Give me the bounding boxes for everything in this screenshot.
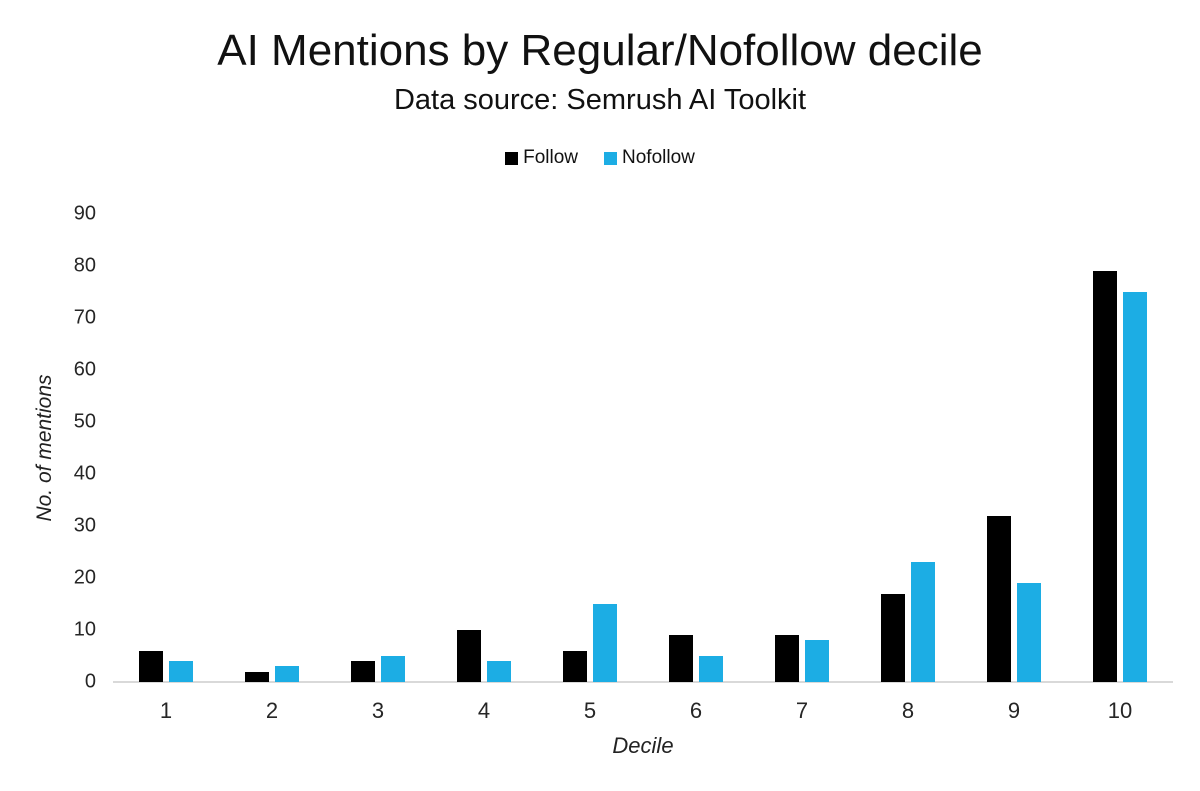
bar-nofollow-decile-1 — [169, 661, 193, 682]
x-axis-line — [113, 681, 1173, 683]
bar-nofollow-decile-6 — [699, 656, 723, 682]
y-tick-label-90: 90 — [73, 202, 96, 225]
bar-follow-decile-2 — [245, 671, 269, 682]
chart-subtitle: Data source: Semrush AI Toolkit — [393, 84, 807, 116]
x-tick-label-8: 8 — [901, 698, 915, 723]
y-tick-label-20: 20 — [73, 566, 96, 589]
legend-swatch-follow — [505, 151, 519, 165]
x-tick-label-1: 1 — [159, 698, 173, 723]
legend-label: Follow — [523, 147, 579, 168]
y-tick-label-0: 0 — [84, 670, 96, 693]
legend-swatch-nofollow — [604, 151, 618, 165]
y-tick-label-70: 70 — [73, 306, 96, 329]
bar-follow-decile-7 — [775, 635, 799, 682]
bar-follow-decile-6 — [669, 635, 693, 682]
x-tick-label-2: 2 — [265, 698, 279, 723]
legend-item-nofollow: Nofollow — [604, 147, 695, 169]
chart-title: AI Mentions by Regular/Nofollow decile — [217, 26, 983, 75]
bar-nofollow-decile-5 — [593, 604, 617, 682]
bar-nofollow-decile-7 — [805, 640, 829, 682]
x-tick-label-9: 9 — [1007, 698, 1021, 723]
x-tick-label-10: 10 — [1107, 698, 1133, 723]
bar-nofollow-decile-8 — [911, 562, 935, 682]
y-tick-label-10: 10 — [73, 618, 96, 641]
y-tick-label-30: 30 — [73, 514, 96, 537]
x-tick-label-6: 6 — [689, 698, 703, 723]
legend-item-follow: Follow — [505, 147, 578, 169]
bar-follow-decile-1 — [139, 650, 163, 682]
bar-nofollow-decile-4 — [487, 661, 511, 682]
y-tick-label-50: 50 — [73, 410, 96, 433]
x-tick-label-4: 4 — [477, 698, 491, 723]
x-tick-label-3: 3 — [371, 698, 385, 723]
bar-follow-decile-3 — [351, 661, 375, 682]
y-tick-label-80: 80 — [73, 254, 96, 277]
bar-nofollow-decile-10 — [1123, 292, 1147, 682]
x-tick-label-5: 5 — [583, 698, 597, 723]
x-axis-title: Decile — [612, 733, 674, 758]
bar-nofollow-decile-9 — [1017, 583, 1041, 682]
legend: Follow Nofollow — [0, 147, 1200, 169]
y-tick-label-40: 40 — [73, 462, 96, 485]
bar-follow-decile-5 — [563, 650, 587, 682]
bar-nofollow-decile-2 — [275, 666, 299, 682]
bar-follow-decile-4 — [457, 630, 481, 682]
x-tick-label-7: 7 — [795, 698, 809, 723]
bar-follow-decile-10 — [1093, 271, 1117, 682]
bar-nofollow-decile-3 — [381, 656, 405, 682]
y-tick-label-60: 60 — [73, 358, 96, 381]
y-axis-title: No. of mentions — [33, 374, 56, 522]
bar-follow-decile-9 — [987, 515, 1011, 682]
bar-follow-decile-8 — [881, 593, 905, 682]
legend-label: Nofollow — [622, 147, 695, 168]
